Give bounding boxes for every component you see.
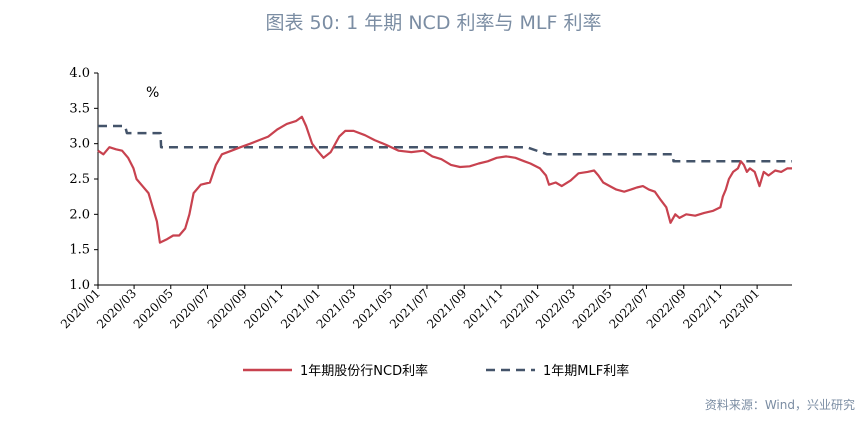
x-tick-label: 2021/11 <box>461 286 506 331</box>
x-tick-label: 2023/01 <box>717 286 762 331</box>
y-tick-label: 3.0 <box>69 137 90 152</box>
x-tick-label: 2021/03 <box>314 286 359 331</box>
legend: 1年期股份行NCD利率 1年期MLF利率 <box>243 363 629 379</box>
legend-label: 1年期MLF利率 <box>543 363 629 379</box>
y-tick-label: 2.5 <box>69 172 90 187</box>
legend-label: 1年期股份行NCD利率 <box>300 363 428 379</box>
x-tick-label: 2020/07 <box>167 286 212 331</box>
source-note: 资料来源：Wind，兴业研究 <box>704 398 855 412</box>
x-tick-label: 2020/05 <box>131 286 176 331</box>
x-tick-label: 2022/03 <box>533 286 578 331</box>
x-tick-label: 2022/05 <box>570 286 615 331</box>
x-tick-label: 2022/11 <box>680 286 725 331</box>
legend-item-mlf: 1年期MLF利率 <box>486 363 629 379</box>
x-tick-label: 2020/03 <box>94 286 139 331</box>
x-tick-label: 2022/09 <box>644 286 689 331</box>
y-tick-label: 3.5 <box>69 101 90 116</box>
y-tick-label: 1.5 <box>69 243 90 258</box>
legend-item-ncd: 1年期股份行NCD利率 <box>243 363 428 379</box>
mlf-rate-line <box>98 124 792 163</box>
y-tick-label: 2.0 <box>69 207 90 222</box>
x-tick-label: 2021/05 <box>350 286 395 331</box>
x-tick-label: 2022/07 <box>606 286 651 331</box>
unit-label: % <box>146 85 159 101</box>
ncd-rate-line <box>97 115 792 244</box>
plot-area <box>97 115 792 244</box>
y-tick-label: 1.0 <box>69 278 90 293</box>
y-tick-label: 4.0 <box>69 66 90 81</box>
x-tick-label: 2021/07 <box>387 286 432 331</box>
y-axis: 4.0 3.5 3.0 2.5 2.0 1.5 1.0 <box>69 66 99 293</box>
x-axis: 2020/012020/032020/052020/072020/092020/… <box>58 284 792 331</box>
chart-title: 图表 50: 1 年期 NCD 利率与 MLF 利率 <box>265 12 602 34</box>
x-tick-label: 2021/09 <box>424 286 469 331</box>
x-tick-label: 2020/11 <box>241 286 286 331</box>
x-tick-label: 2020/09 <box>205 286 250 331</box>
